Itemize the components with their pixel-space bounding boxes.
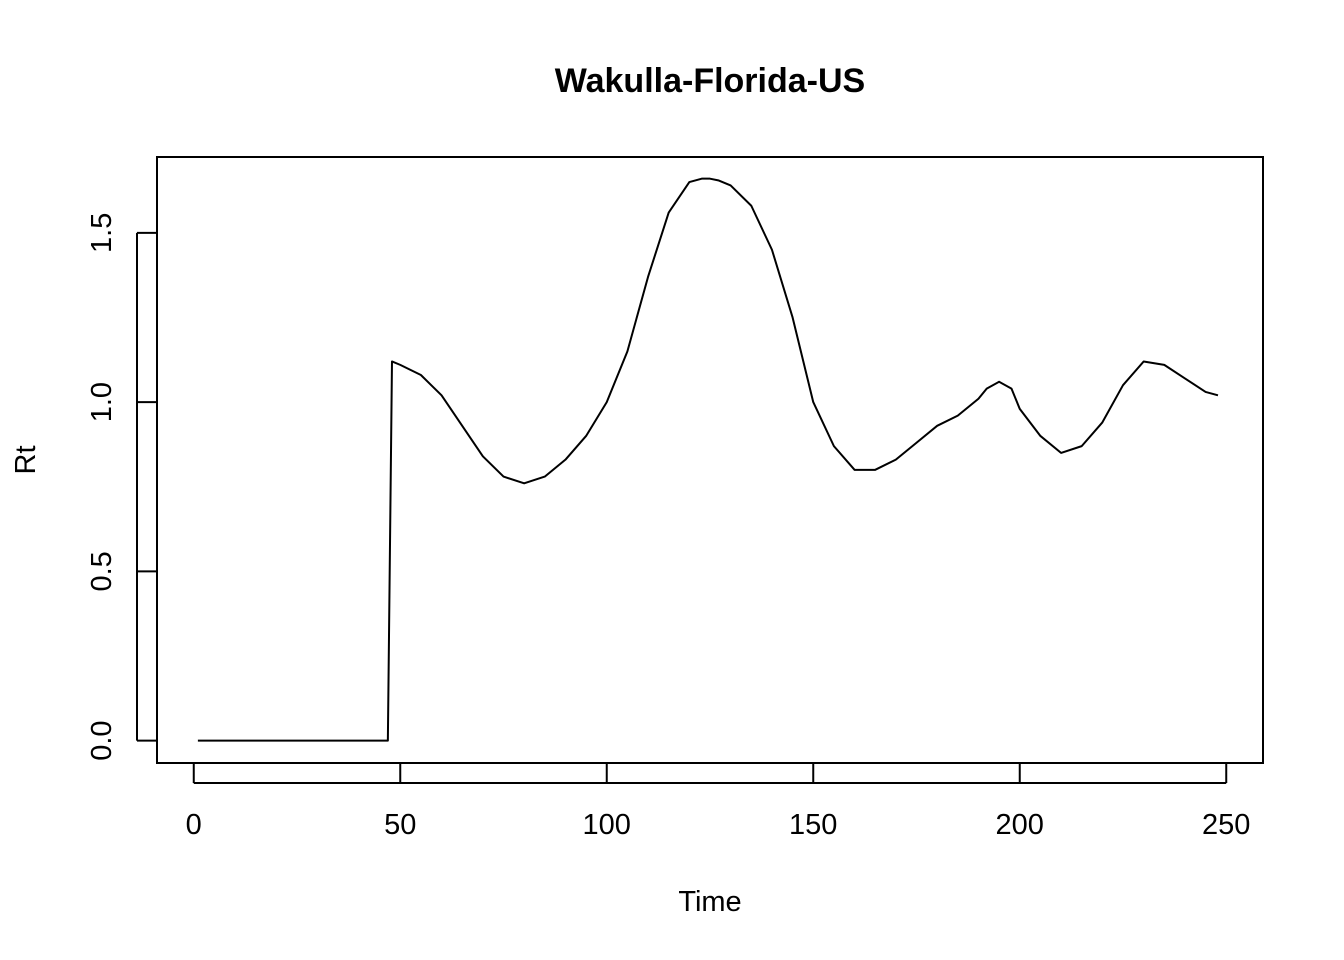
y-tick-label: 1.5 [86, 213, 118, 253]
x-tick-label: 200 [996, 809, 1044, 841]
x-tick-label: 50 [384, 809, 416, 841]
x-tick-label: 0 [186, 809, 202, 841]
x-axis: 0 50 100 150 200 250 [186, 764, 1250, 841]
rt-series-line [197, 177, 1219, 742]
y-tick-label: 0.0 [86, 720, 118, 760]
y-axis: 0.0 0.5 1.0 1.5 [86, 213, 156, 761]
y-axis-label: Rt [10, 446, 42, 475]
plot-frame [156, 156, 1264, 764]
x-axis-label: Time [678, 886, 741, 918]
x-tick-label: 100 [583, 809, 631, 841]
y-tick-label: 0.5 [86, 551, 118, 591]
x-tick-label: 250 [1202, 809, 1250, 841]
y-tick-label: 1.0 [86, 382, 118, 422]
x-tick-label: 150 [789, 809, 837, 841]
chart-title: Wakulla-Florida-US [555, 62, 865, 100]
